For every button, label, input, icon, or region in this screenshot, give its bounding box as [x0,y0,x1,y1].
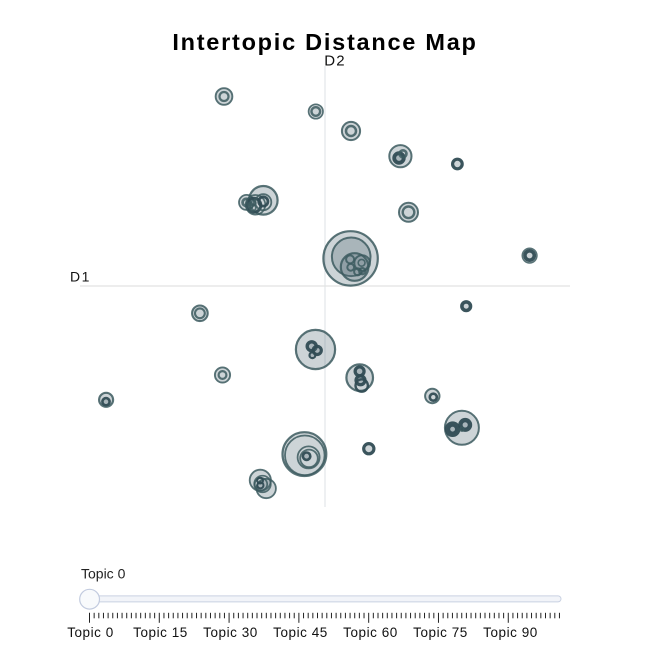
svg-text:D1: D1 [70,269,91,285]
svg-text:Topic 30: Topic 30 [203,625,258,640]
svg-text:Topic 90: Topic 90 [483,625,538,640]
svg-text:Topic 75: Topic 75 [413,625,468,640]
svg-text:Topic 45: Topic 45 [273,625,328,640]
svg-text:Topic 60: Topic 60 [343,625,398,640]
svg-text:Topic 0: Topic 0 [81,566,126,582]
svg-text:Topic 15: Topic 15 [133,625,188,640]
svg-text:D2: D2 [324,53,346,70]
svg-text:Topic 0: Topic 0 [67,625,114,640]
